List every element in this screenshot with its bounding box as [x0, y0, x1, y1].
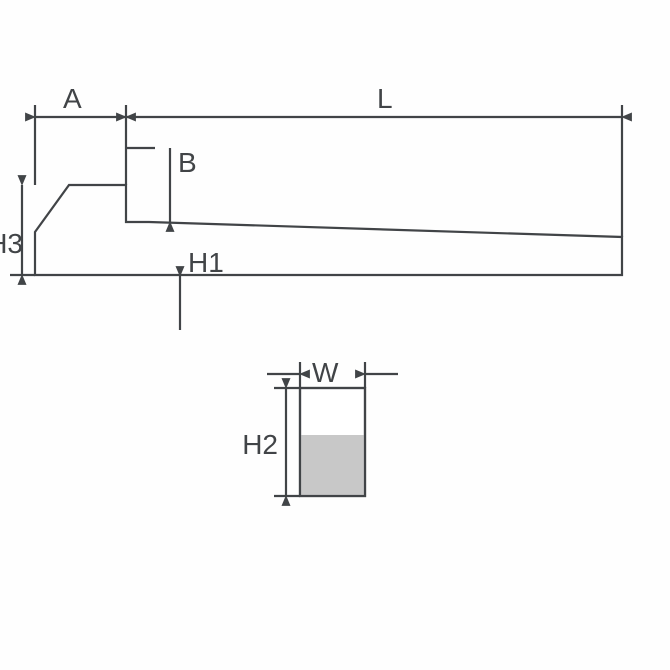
label-l: L	[377, 83, 393, 114]
side-profile-outline	[35, 185, 622, 275]
label-a: A	[63, 83, 82, 114]
label-w: W	[312, 357, 339, 388]
diagram-canvas: A L B H3 H1 W H2	[0, 0, 670, 670]
label-h2: H2	[242, 429, 278, 460]
end-section-shaded	[301, 435, 364, 495]
label-h1: H1	[188, 247, 224, 278]
label-b: B	[178, 147, 197, 178]
label-h3: H3	[0, 228, 23, 259]
